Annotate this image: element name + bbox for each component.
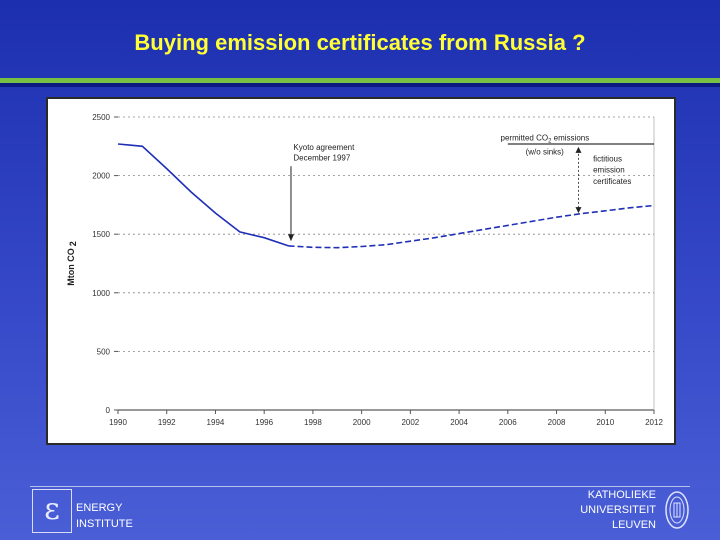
x-tick-label: 1992: [158, 418, 176, 427]
permitted-note-label: (w/o sinks): [526, 148, 565, 157]
x-tick-label: 2012: [645, 418, 663, 427]
kyoto-label-line-2: December 1997: [293, 153, 350, 162]
y-tick-label: 0: [106, 406, 111, 415]
fictitious-label-line-2: emission: [593, 166, 625, 175]
y-tick-label: 500: [97, 347, 111, 356]
title-divider-green: [0, 78, 720, 83]
emissions-chart: 0 500 1000 1500 2000 2500 1990 1992 1994 1996 1998…: [66, 113, 663, 427]
energy-institute-name: ENERGY INSTITUTE: [76, 500, 133, 532]
institute-line-1: ENERGY: [76, 502, 123, 514]
x-tick-label: 2002: [401, 418, 419, 427]
x-tick-label: 2006: [499, 418, 517, 427]
x-tick-label: 2010: [596, 418, 614, 427]
certificates-arrow-down: [575, 207, 582, 214]
title-divider-blue: [0, 83, 720, 87]
kyoto-arrowhead: [287, 234, 294, 242]
energy-institute-logo: ε: [32, 489, 72, 533]
university-line-2: UNIVERSITEIT: [580, 504, 656, 516]
university-seal-icon: [665, 491, 689, 529]
fictitious-label-line-3: certificates: [593, 177, 631, 186]
fictitious-label-line-1: fictitious: [593, 155, 622, 164]
university-line-3: LEUVEN: [611, 519, 656, 531]
chart-frame: 0 500 1000 1500 2000 2500 1990 1992 1994 1996 1998…: [46, 97, 676, 445]
y-axis-title: Mton CO2: [66, 241, 78, 286]
institute-line-2: INSTITUTE: [76, 518, 133, 530]
y-tick-label: 1500: [92, 230, 110, 239]
x-tick-label: 1998: [304, 418, 322, 427]
certificates-arrow-up: [575, 146, 582, 153]
x-tick-label: 2000: [353, 418, 371, 427]
footer-divider: [30, 486, 690, 487]
kyoto-label-line-1: Kyoto agreement: [293, 143, 355, 152]
y-tick-label: 2500: [92, 113, 110, 122]
permitted-emissions-label: permitted CO2 emissions: [501, 133, 590, 144]
university-name: KATHOLIEKE UNIVERSITEIT LEUVEN: [580, 488, 656, 533]
series-line-2: [288, 204, 655, 249]
x-tick-label: 1990: [109, 418, 127, 427]
x-tick-label: 1996: [255, 418, 273, 427]
y-tick-label: 1000: [92, 289, 110, 298]
slide-title: Buying emission certificates from Russia…: [134, 30, 586, 55]
y-tick-label: 2000: [92, 172, 110, 181]
series-line-1: [117, 143, 289, 247]
x-tick-label: 2008: [548, 418, 566, 427]
x-tick-label: 2004: [450, 418, 468, 427]
university-line-1: KATHOLIEKE: [587, 489, 656, 501]
x-tick-label: 1994: [207, 418, 225, 427]
